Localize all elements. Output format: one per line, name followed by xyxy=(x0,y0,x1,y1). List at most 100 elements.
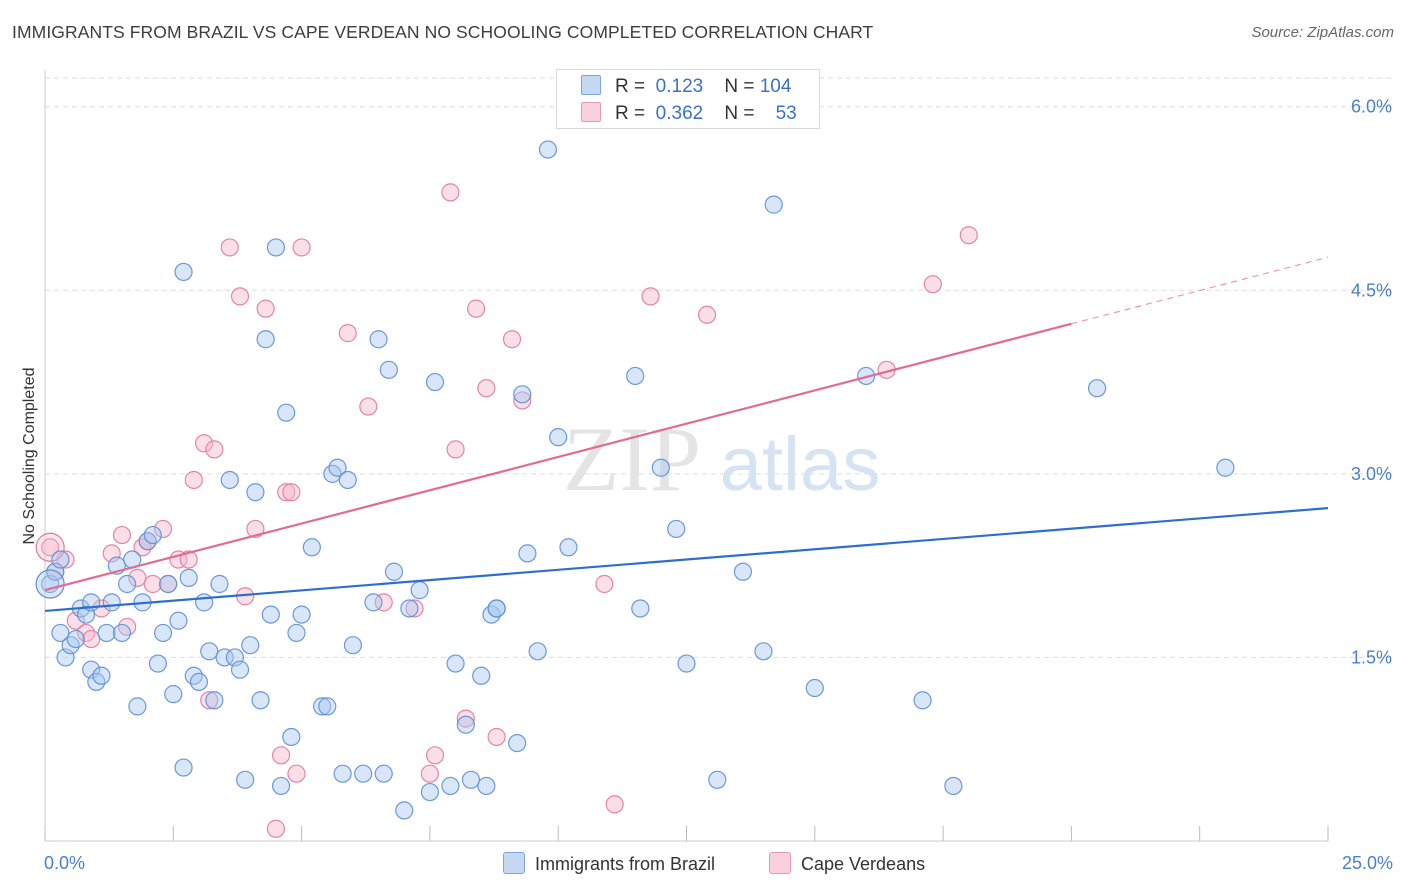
brazil-point xyxy=(241,636,260,655)
brazil-point xyxy=(112,623,132,643)
cape-verdeans-trend-extension xyxy=(1071,256,1329,325)
brazil-point xyxy=(395,801,414,820)
brazil-point xyxy=(754,642,773,661)
brazil-point xyxy=(174,262,193,282)
cape-verdeans-point xyxy=(271,746,291,765)
brazil-point xyxy=(944,776,963,796)
legend-label-brazil: Immigrants from Brazil xyxy=(535,854,716,874)
brazil-point xyxy=(277,403,296,422)
brazil-point xyxy=(236,770,255,789)
brazil-point xyxy=(282,727,301,747)
brazil-point xyxy=(194,593,214,612)
cape-verdeans-point xyxy=(641,287,660,306)
brazil-point xyxy=(446,654,465,673)
cape-verdeans-point xyxy=(456,709,475,728)
cape-verdeans-point xyxy=(112,525,132,545)
cape-verdeans-point xyxy=(246,519,265,539)
cape-verdeans-point xyxy=(441,183,460,202)
brazil-point xyxy=(51,623,70,643)
x-tick-label: 0.0% xyxy=(44,853,85,873)
cape-verdeans-points xyxy=(35,183,978,838)
brazil-point xyxy=(328,458,347,477)
brazil-point xyxy=(559,538,578,557)
brazil-point xyxy=(164,685,183,704)
brazil-point xyxy=(538,140,558,159)
y-axis-label: No Schooling Completed xyxy=(21,368,38,545)
brazil-point xyxy=(92,666,111,685)
gridlines xyxy=(45,77,1392,658)
brazil-point xyxy=(369,330,388,349)
legend-n-value: 53 xyxy=(775,103,797,124)
brazil-point xyxy=(266,238,286,257)
brazil-point xyxy=(153,623,173,643)
brazil-point xyxy=(472,666,491,685)
brazil-point xyxy=(667,519,686,539)
cape-verdeans-point xyxy=(292,238,311,257)
cape-verdeans-point xyxy=(266,819,286,838)
x-tick-label: 25.0% xyxy=(1342,853,1393,873)
brazil-point xyxy=(384,562,404,581)
brazil-point xyxy=(913,691,932,710)
cape-verdeans-point xyxy=(605,795,624,814)
legend-n-label: N = xyxy=(724,103,755,124)
y-tick-labels: 1.5% 3.0% 4.5% 6.0% xyxy=(1351,97,1392,668)
cape-verdeans-point xyxy=(697,305,717,324)
legend-swatch-brazil xyxy=(503,852,525,874)
brazil-point xyxy=(764,195,783,214)
brazil-point xyxy=(189,672,209,692)
brazil-point xyxy=(159,574,178,594)
brazil-point xyxy=(318,697,337,716)
brazil-point xyxy=(1087,379,1107,398)
brazil-point xyxy=(174,758,193,777)
brazil-point xyxy=(420,782,439,802)
brazil-point xyxy=(169,611,188,630)
brazil-point xyxy=(379,360,398,379)
cape-verdeans-point xyxy=(282,483,301,502)
brazil-point xyxy=(338,470,357,490)
cape-verdeans-point xyxy=(220,238,239,257)
brazil-point xyxy=(256,330,275,349)
brazil-point xyxy=(631,599,650,618)
legend-swatch-cape-verdeans xyxy=(581,102,601,122)
brazil-point xyxy=(364,593,383,612)
legend-n-label: N = xyxy=(724,76,755,97)
brazil-point xyxy=(230,660,250,679)
cape-verdeans-point xyxy=(230,287,250,306)
brazil-point xyxy=(677,654,696,673)
brazil-point xyxy=(205,691,224,710)
cape-verdeans-trend-line xyxy=(44,322,1072,592)
brazil-point xyxy=(333,764,352,783)
series-legend: Immigrants from Brazil Cape Verdeans xyxy=(0,852,1406,878)
legend-row-brazil: R = 0.123 N = 104 xyxy=(581,75,791,99)
legend-r-label: R = xyxy=(615,103,646,124)
y-tick-label: 3.0% xyxy=(1351,464,1392,484)
brazil-point xyxy=(215,648,234,667)
brazil-point xyxy=(313,697,332,716)
chart-title: IMMIGRANTS FROM BRAZIL VS CAPE VERDEAN N… xyxy=(12,22,874,42)
watermark-zip: ZIP xyxy=(563,408,701,510)
brazil-point xyxy=(102,593,121,612)
cape-verdeans-point xyxy=(595,574,614,594)
cape-verdeans-point xyxy=(128,568,147,587)
cape-verdeans-point xyxy=(200,691,219,710)
legend-n-value: 104 xyxy=(759,76,792,97)
cape-verdeans-point xyxy=(502,330,522,349)
brazil-point xyxy=(220,470,239,490)
brazil-point xyxy=(549,428,568,447)
brazil-point xyxy=(261,605,280,624)
brazil-trend-line xyxy=(44,507,1329,613)
correlation-legend: R = 0.123 N = 104 R = 0.362 N = 53 xyxy=(556,69,820,129)
brazil-point xyxy=(708,770,727,789)
cape-verdeans-point xyxy=(513,391,532,410)
brazil-point xyxy=(66,629,85,649)
cape-verdeans-point xyxy=(923,275,942,294)
brazil-point xyxy=(143,525,162,545)
brazil-point xyxy=(251,691,270,710)
brazil-point xyxy=(292,605,311,624)
brazil-point xyxy=(400,599,419,618)
axes xyxy=(44,70,1329,842)
brazil-point xyxy=(35,569,65,599)
trend-lines xyxy=(44,256,1329,613)
watermark: ZIP atlas xyxy=(563,408,880,510)
y-tick-label: 6.0% xyxy=(1351,97,1392,117)
